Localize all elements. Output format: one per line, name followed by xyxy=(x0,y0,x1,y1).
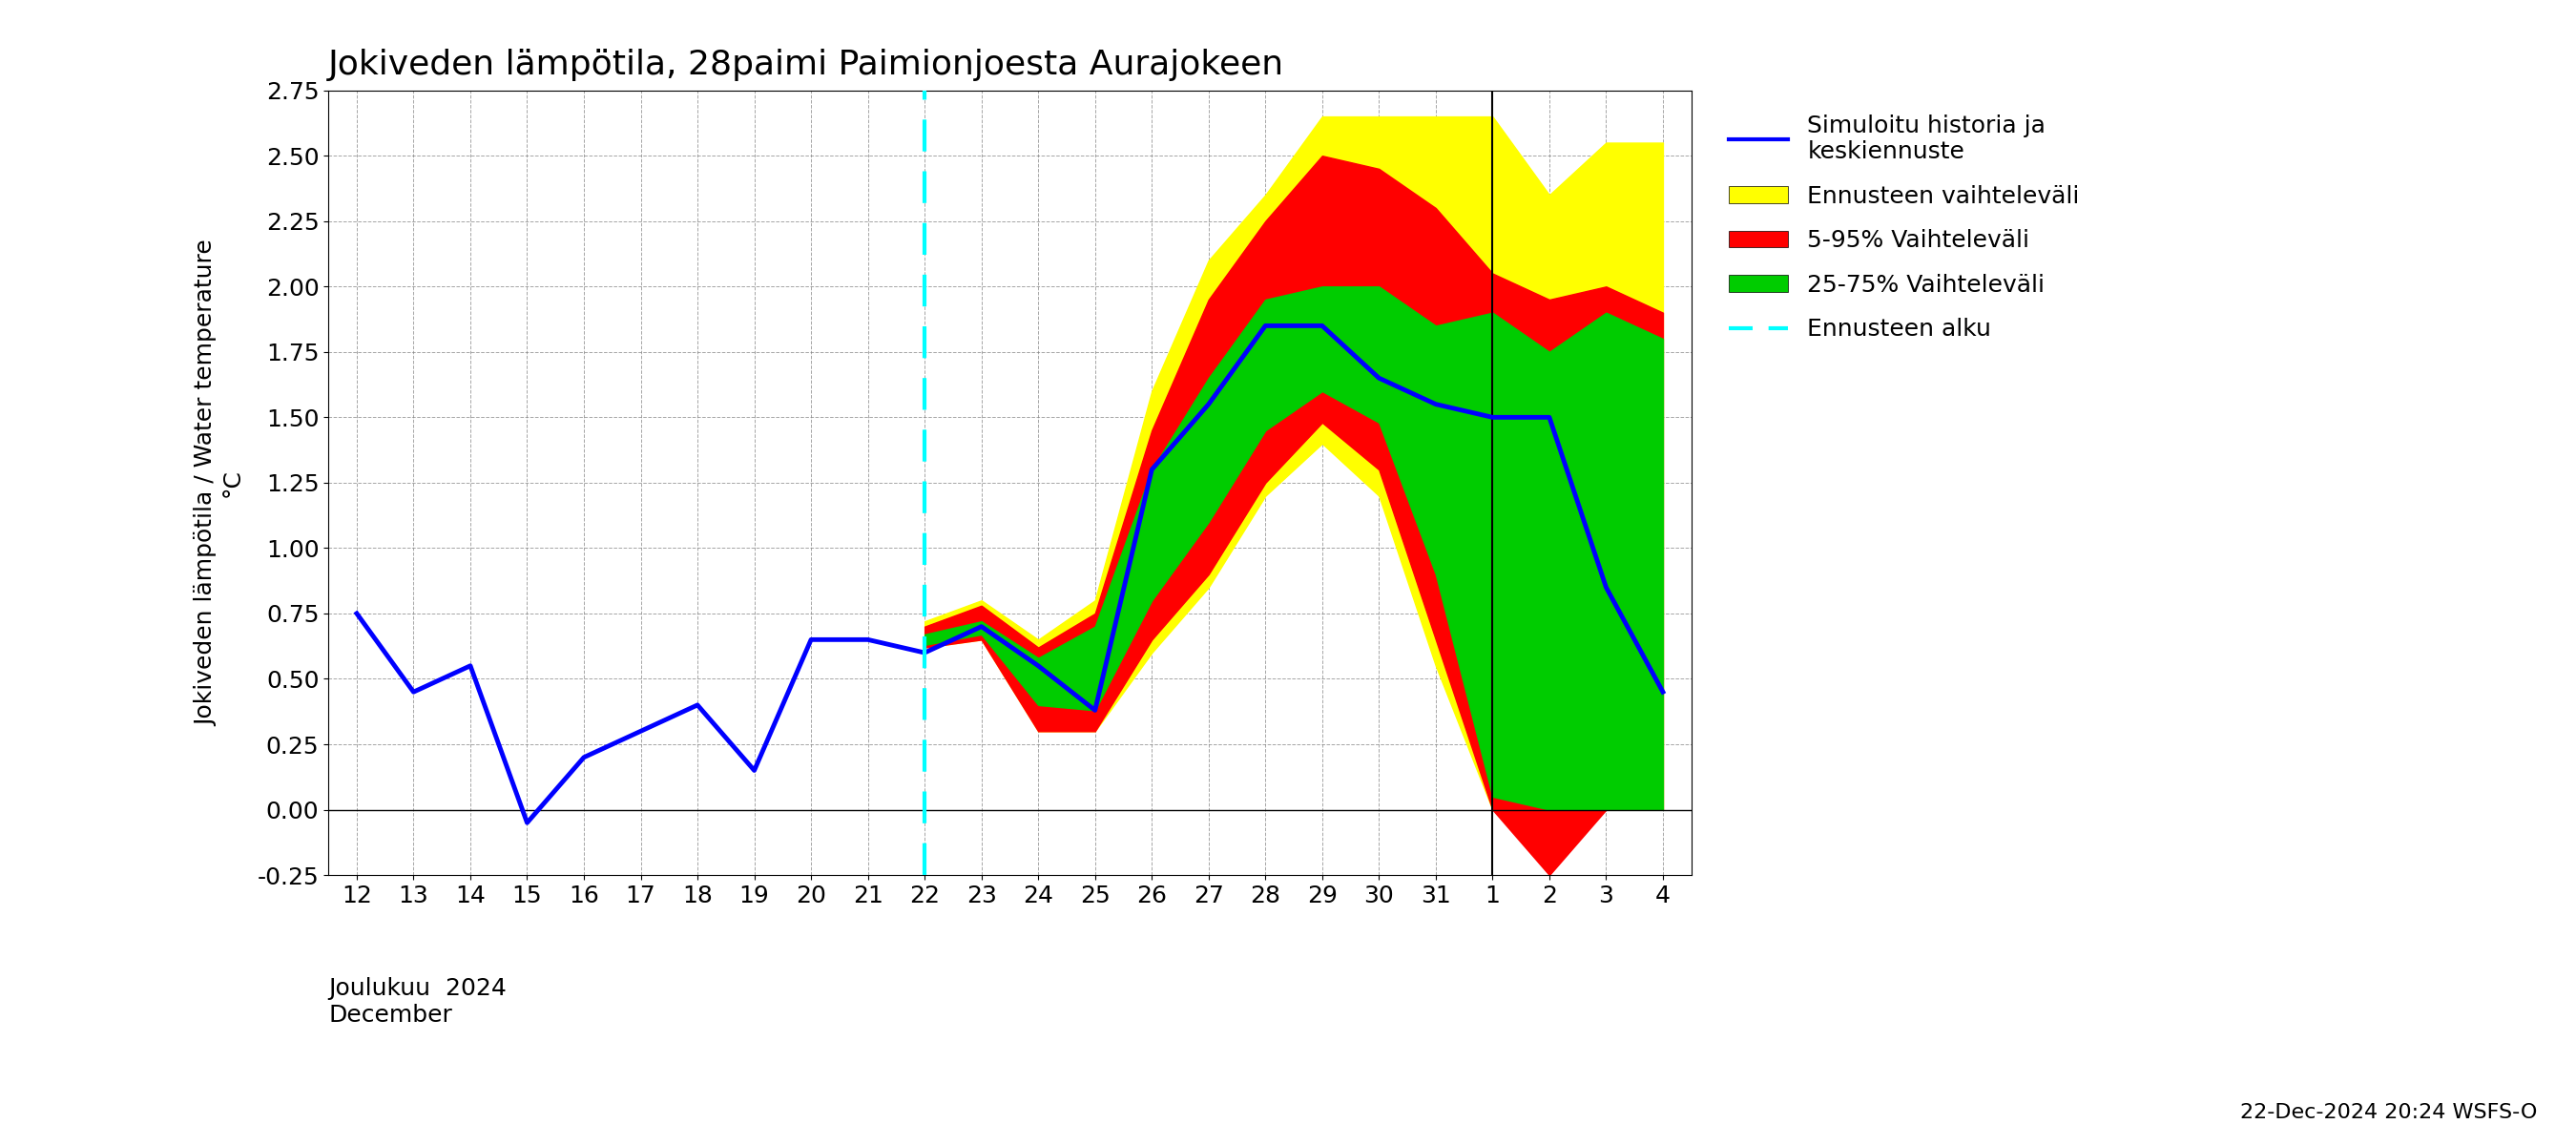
Legend: Simuloitu historia ja
keskiennuste, Ennusteen vaihteleväli, 5-95% Vaihteleväli, : Simuloitu historia ja keskiennuste, Ennu… xyxy=(1716,102,2092,353)
Text: Joulukuu  2024
December: Joulukuu 2024 December xyxy=(327,977,507,1026)
Text: 22-Dec-2024 20:24 WSFS-O: 22-Dec-2024 20:24 WSFS-O xyxy=(2241,1103,2537,1122)
Text: Jokiveden lämpötila, 28paimi Paimionjoesta Aurajokeen: Jokiveden lämpötila, 28paimi Paimionjoes… xyxy=(327,48,1285,81)
Y-axis label: Jokiveden lämpötila / Water temperature
°C: Jokiveden lämpötila / Water temperature … xyxy=(196,239,245,726)
